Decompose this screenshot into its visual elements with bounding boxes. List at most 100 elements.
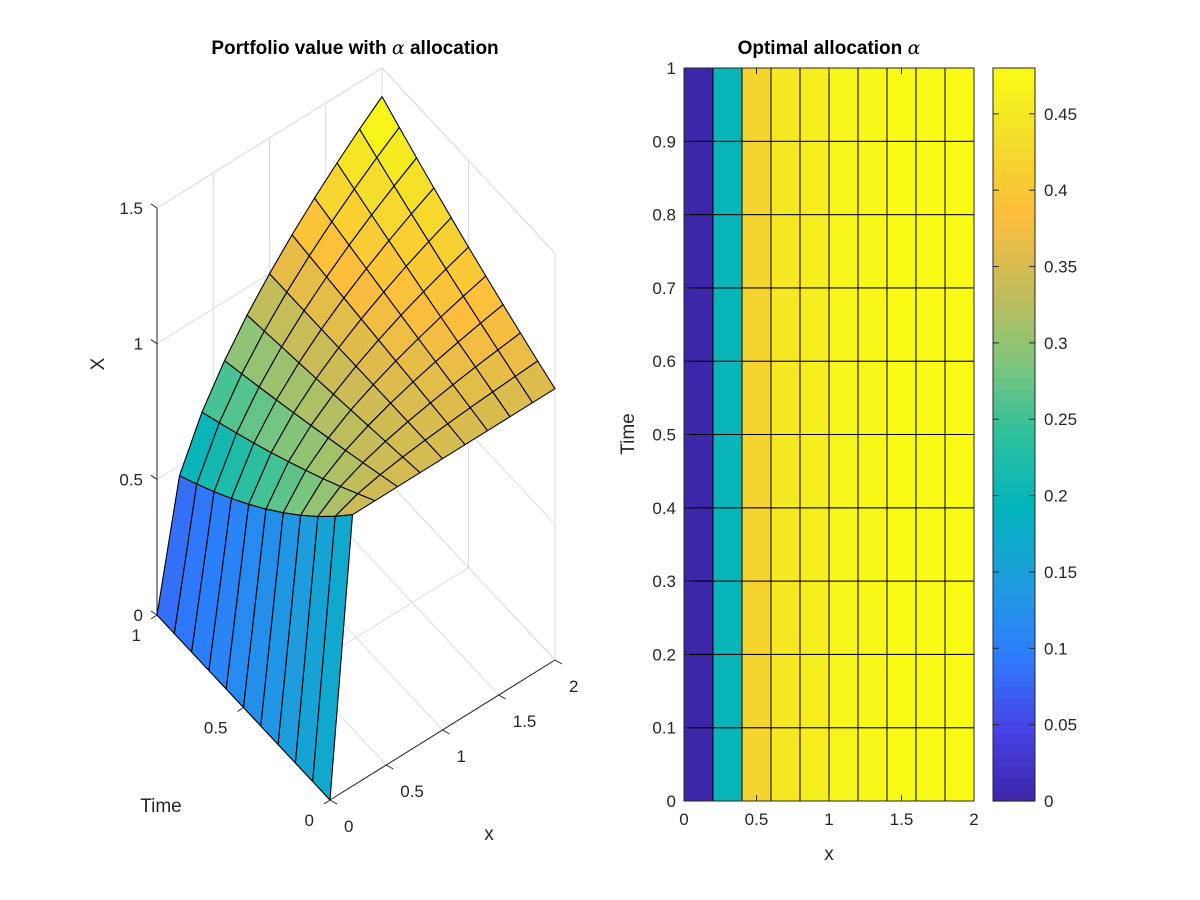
surface-gridline [156, 67, 383, 209]
heatmap-cell [944, 214, 975, 289]
surface-plot: Portfolio value with α allocation 0 0.5 1 1… [88, 37, 578, 845]
heatmap-cell [828, 67, 859, 142]
heatmap-cell [683, 67, 714, 142]
heatmap-cell [799, 287, 830, 362]
heatmap-x-tick-label: 0.5 [745, 810, 769, 829]
heatmap-cell [915, 214, 946, 289]
colorbar-band [993, 228, 1035, 241]
heatmap-cell [915, 653, 946, 729]
colorbar-band [993, 571, 1035, 584]
heatmap-cell [828, 140, 859, 216]
heatmap-cell [857, 580, 888, 655]
heatmap-cell [683, 507, 714, 582]
heatmap-ylabel: Time [618, 413, 639, 455]
heatmap-cell [944, 140, 975, 216]
colorbar-band [993, 514, 1035, 527]
colorbar-band [993, 766, 1035, 779]
colorbar-band [993, 239, 1035, 252]
heatmap-title: Optimal allocation α [738, 37, 921, 59]
colorbar-band [993, 79, 1035, 92]
colorbar-band [993, 549, 1035, 562]
heatmap-cell [683, 140, 714, 216]
heatmap-cell [712, 507, 743, 582]
heatmap-cell [741, 287, 772, 362]
heatmap-cell [741, 140, 772, 216]
heatmap-cell [828, 434, 859, 509]
heatmap-cell [712, 360, 743, 436]
heatmap-cell [944, 287, 975, 362]
colorbar-band [993, 319, 1035, 333]
colorbar-band [993, 68, 1035, 81]
heatmap-cell [770, 580, 801, 655]
surface-x-tick [554, 659, 563, 665]
colorbar-band [993, 594, 1035, 607]
heatmap-cell [741, 67, 772, 142]
heatmap-cell [886, 214, 917, 289]
colorbar-band [993, 583, 1035, 596]
colorbar-tick-label: 0.05 [1044, 716, 1077, 735]
colorbar-band [993, 274, 1035, 287]
heatmap-cell [915, 434, 946, 509]
colorbar-band [993, 537, 1035, 550]
heatmap-cell [741, 214, 772, 289]
colorbar-band [993, 308, 1035, 321]
surface-x-tick-label: 0.5 [400, 782, 424, 801]
surface-time-tick [237, 707, 244, 712]
heatmap-cell [683, 580, 714, 655]
surface-x-tick-label: 1 [457, 747, 466, 766]
colorbar-band [993, 617, 1035, 630]
colorbar-band [993, 182, 1035, 195]
heatmap-cell [799, 727, 830, 802]
heatmap-cell [799, 434, 830, 509]
heatmap-x-tick-label: 1.5 [890, 810, 914, 829]
surface-x-tick [442, 729, 450, 735]
surface-time-tick-label: 0.5 [204, 719, 228, 738]
heatmap-x-tick-label: 2 [969, 810, 978, 829]
heatmap-cell [712, 140, 743, 216]
heatmap-cell [944, 360, 975, 436]
heatmap-y-tick-label: 0.1 [652, 719, 676, 738]
colorbar-band [993, 686, 1035, 699]
colorbar-band [993, 90, 1035, 103]
colorbar-band [993, 789, 1035, 802]
colorbar-strip [993, 68, 1035, 802]
surface-z-tick-label: 1.5 [119, 199, 143, 218]
heatmap-cell [712, 287, 743, 362]
heatmap-cell [857, 434, 888, 509]
heatmap-cell [857, 360, 888, 436]
colorbar-band [993, 113, 1035, 126]
surface-title: Portfolio value with α allocation [211, 37, 498, 59]
heatmap-cell [886, 140, 917, 216]
heatmap-cell [828, 653, 859, 729]
surface-z-tick-label: 0.5 [119, 470, 143, 489]
colorbar-tick-label: 0.4 [1044, 181, 1068, 200]
heatmap-y-tick-label: 0.9 [652, 132, 676, 151]
heatmap-x-tick-label: 0 [679, 810, 688, 829]
heatmap-cell [886, 360, 917, 436]
colorbar-band [993, 640, 1035, 653]
heatmap-cell [799, 67, 830, 142]
surface-z-tick [150, 610, 158, 616]
colorbar-tick-label: 0.35 [1044, 258, 1077, 277]
heatmap-cell [683, 214, 714, 289]
colorbar-band [993, 778, 1035, 791]
heatmap-cell [944, 580, 975, 655]
colorbar-band [993, 720, 1035, 733]
colorbar-band [993, 205, 1035, 218]
heatmap-y-tick-label: 1 [667, 59, 676, 78]
heatmap-cell [799, 653, 830, 729]
heatmap-cell [944, 507, 975, 582]
heatmap-y-tick-label: 0.5 [652, 426, 676, 445]
colorbar-band [993, 102, 1035, 115]
heatmap-cell [741, 727, 772, 802]
colorbar-band [993, 606, 1035, 619]
surface-z-tick-label: 1 [134, 335, 143, 354]
heatmap-y-tick-label: 0.6 [652, 352, 676, 371]
heatmap-cell [857, 67, 888, 142]
colorbar-band [993, 663, 1035, 676]
surface-mesh [156, 96, 556, 801]
heatmap-cell [944, 653, 975, 729]
colorbar-box [992, 67, 1036, 802]
heatmap-cell [712, 580, 743, 655]
